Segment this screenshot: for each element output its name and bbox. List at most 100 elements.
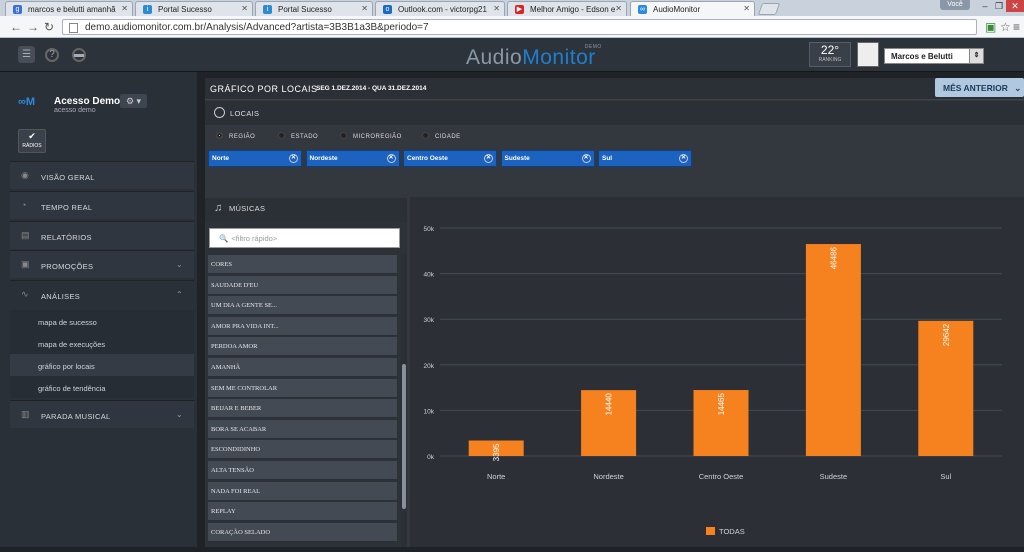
close-tab-icon[interactable]: ✕ xyxy=(241,4,248,13)
song-list-item[interactable]: SAUDADE D'EU xyxy=(208,275,397,295)
sidebar-item[interactable]: ▤ RELATÓRIOS xyxy=(10,221,194,249)
remove-chip-icon[interactable]: ✕ xyxy=(581,154,591,163)
song-list-item[interactable]: BORA SE ACABAR xyxy=(208,419,397,439)
song-list-item[interactable]: UM DIA A GENTE SE... xyxy=(208,296,397,316)
sidebar-subitem[interactable]: gráfico de tendência xyxy=(10,376,194,398)
x-category-label: Sul xyxy=(940,472,951,481)
browser-user-chip[interactable]: Você xyxy=(940,0,970,10)
radio-dot xyxy=(422,132,429,139)
browser-tab[interactable]: ∞ AudioMonitor ✕ xyxy=(630,1,755,16)
region-chip[interactable]: Nordeste ✕ xyxy=(305,150,400,167)
close-tab-icon[interactable]: ✕ xyxy=(493,4,500,13)
region-chip[interactable]: Sul ✕ xyxy=(598,150,692,167)
new-tab-button[interactable] xyxy=(757,3,781,15)
location-radio[interactable]: REGIÃO xyxy=(216,132,255,140)
page-header: GRÁFICO POR LOCAIS SEG 1.DEZ.2014 - QUA … xyxy=(205,78,1024,100)
song-list-scrollbar[interactable] xyxy=(401,254,407,547)
song-list-item[interactable]: PERDOA AMOR xyxy=(208,337,397,357)
sidebar-item-label: VISÃO GERAL xyxy=(41,173,95,182)
ranking-badge[interactable]: 22° RANKING xyxy=(809,42,851,67)
close-tab-icon[interactable]: ✕ xyxy=(121,4,128,13)
google-favicon: g xyxy=(13,5,22,14)
y-tick-label: 50k xyxy=(424,226,435,233)
audiomonitor-logo: AudioMonitor DEMO xyxy=(466,44,602,69)
remove-chip-icon[interactable]: ✕ xyxy=(484,154,493,163)
song-list-item[interactable]: SEM ME CONTROLAR xyxy=(208,378,397,398)
x-category-label: Norte xyxy=(487,472,505,481)
song-list-item[interactable]: BEIJAR E BEBER xyxy=(208,399,397,419)
sidebar-subitem[interactable]: mapa de sucesso xyxy=(10,310,194,332)
close-tab-icon[interactable]: ✕ xyxy=(615,4,622,13)
song-list-item[interactable]: AMANHÃ xyxy=(208,358,397,377)
browser-tab[interactable]: i Portal Sucesso ✕ xyxy=(135,1,253,16)
sidebar-item[interactable]: ∿ ANÁLISES ⌃ xyxy=(10,280,194,308)
musicas-title: MÚSICAS xyxy=(229,204,266,213)
browser-tab[interactable]: o Outlook.com - victorpg21 ✕ xyxy=(375,1,505,16)
reload-icon[interactable]: ↻ xyxy=(44,20,55,34)
audiomonitor-favicon: ∞ xyxy=(638,5,647,14)
x-category-label: Sudeste xyxy=(820,472,848,481)
sidebar-subitem[interactable]: mapa de execuções xyxy=(10,332,194,354)
sidebar-item-label: TEMPO REAL xyxy=(41,203,93,212)
browser-tab[interactable]: ▶ Melhor Amigo - Edson e ✕ xyxy=(507,1,627,16)
close-window-icon[interactable]: ✕ xyxy=(1006,0,1024,12)
chevron-up-icon: ⌃ xyxy=(175,290,183,299)
song-list-item[interactable]: ALTA TENSÃO xyxy=(208,461,397,480)
settings-gear-icon[interactable]: ⚙ ▾ xyxy=(120,94,147,108)
bar xyxy=(693,390,749,456)
menu-icon[interactable]: ≡ xyxy=(1013,20,1021,34)
list-view-icon[interactable]: ☰ xyxy=(18,46,35,63)
remove-chip-icon[interactable]: ✕ xyxy=(289,154,298,163)
search-icon: 🔍 xyxy=(219,234,229,243)
chevron-down-icon: ⇕ xyxy=(969,49,983,63)
location-radio[interactable]: MICROREGIÃO xyxy=(340,132,402,140)
remove-chip-icon[interactable]: ✕ xyxy=(679,154,688,163)
musicas-header: ♫ MÚSICAS xyxy=(205,198,407,222)
song-list-item[interactable]: CORAÇÃO SELADO xyxy=(208,522,397,542)
close-tab-icon[interactable]: ✕ xyxy=(743,4,750,13)
sidebar-item-label: PARADA MUSICAL xyxy=(41,412,111,421)
sidebar-item[interactable]: ▣ PROMOÇÕES ⌄ xyxy=(10,250,194,278)
extension-icon[interactable]: ▣ xyxy=(985,20,997,34)
browser-tab[interactable]: i Portal Sucesso ✕ xyxy=(255,1,373,16)
radios-button[interactable]: ✔ RÁDIOS xyxy=(18,129,46,153)
radio-dot xyxy=(278,132,285,139)
user-title: Acesso Demo xyxy=(54,96,121,107)
sidebar-item[interactable]: ◉ VISÃO GERAL xyxy=(10,161,194,189)
song-list-item[interactable]: NADA FOI REAL xyxy=(208,481,397,501)
location-radio[interactable]: CIDADE xyxy=(422,132,461,140)
y-tick-label: 30k xyxy=(424,317,435,324)
sidebar-item-parada-musical[interactable]: ▥ PARADA MUSICAL ⌄ xyxy=(10,400,194,428)
song-list-item[interactable]: ESCONDIDINHO xyxy=(208,440,397,460)
maximize-icon[interactable]: ❐ xyxy=(994,1,1004,11)
quick-filter-input[interactable]: 🔍 <filtro rápido> xyxy=(209,228,400,248)
region-chip[interactable]: Centro Oeste ✕ xyxy=(403,150,497,167)
song-list-item[interactable]: AMOR PRA VIDA INT... xyxy=(208,316,397,336)
tab-label: Portal Sucesso xyxy=(158,5,212,14)
help-icon[interactable]: ? xyxy=(45,48,59,62)
remove-chip-icon[interactable]: ✕ xyxy=(386,154,396,163)
scroll-thumb[interactable] xyxy=(402,364,406,509)
bookmark-star-icon[interactable]: ☆ xyxy=(1000,20,1011,34)
forward-icon[interactable]: → xyxy=(27,20,39,34)
radio-dot xyxy=(340,132,347,139)
back-icon[interactable]: ← xyxy=(10,20,22,34)
minimize-icon[interactable]: – xyxy=(982,1,988,11)
song-list-item[interactable]: CORES xyxy=(208,255,397,274)
song-list-item[interactable]: REPLAY xyxy=(208,502,397,522)
location-radio[interactable]: ESTADO xyxy=(278,132,318,140)
sidebar-subitem[interactable]: gráfico por locais xyxy=(10,354,194,376)
ranking-label: RANKING xyxy=(818,57,842,63)
previous-month-button[interactable]: MÊS ANTERIOR ⌄ xyxy=(935,78,1024,97)
url-text: demo.audiomonitor.com.br/Analysis/Advanc… xyxy=(85,22,429,33)
url-input[interactable]: demo.audiomonitor.com.br/Analysis/Advanc… xyxy=(62,19,977,35)
y-tick-label: 20k xyxy=(424,363,435,370)
close-tab-icon[interactable]: ✕ xyxy=(361,4,368,13)
tab-label: Portal Sucesso xyxy=(278,5,332,14)
message-icon[interactable]: ▬ xyxy=(72,48,86,62)
artist-select[interactable]: Marcos e Belutti ⇕ xyxy=(884,48,984,64)
region-chip[interactable]: Norte ✕ xyxy=(208,150,302,167)
region-chip[interactable]: Sudeste ✕ xyxy=(500,150,595,167)
browser-tab[interactable]: g marcos e belutti amanhã ✕ xyxy=(5,1,133,16)
sidebar-item[interactable]: ◔ TEMPO REAL xyxy=(10,191,194,219)
